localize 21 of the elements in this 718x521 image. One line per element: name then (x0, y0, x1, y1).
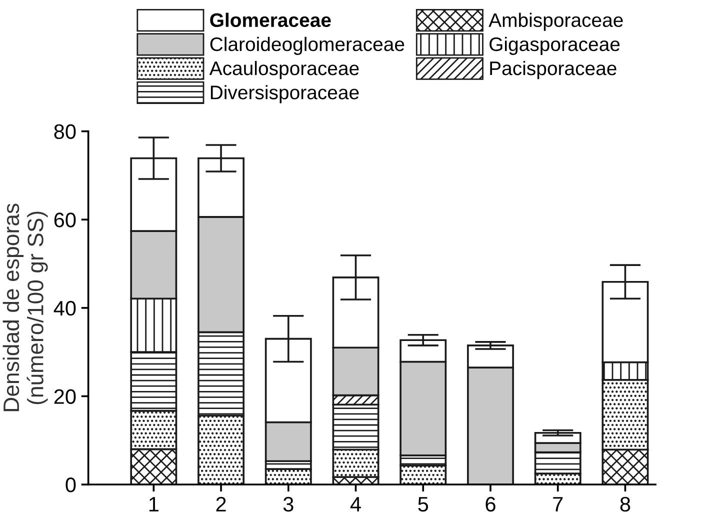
legend-label: Acaulosporaceae (209, 60, 359, 80)
legend-label: Claroideoglomeraceae (210, 36, 404, 55)
x-tick-label: 3 (283, 496, 294, 512)
y-axis-title: Densidad de esporas (número/100 gr SS) (2, 204, 48, 412)
legend-label: Glomeraceae (210, 12, 331, 28)
legend-label: Ambisporaceae (488, 12, 623, 31)
x-tick-label: 4 (350, 497, 361, 512)
x-tick-label: 5 (418, 497, 428, 512)
y-tick-label: 60 (54, 212, 76, 228)
legend-label: Diversisporaceae (210, 85, 359, 104)
legend-label: Pacisporaceae (490, 60, 616, 80)
y-tick-label: 80 (54, 124, 76, 140)
y-tick-label: 20 (54, 389, 76, 404)
legend-label: Gigasporaceae (490, 36, 620, 55)
x-tick-label: 1 (149, 497, 158, 512)
x-tick-label: 8 (620, 496, 630, 512)
x-tick-label: 6 (486, 496, 496, 512)
x-tick-label: 7 (553, 497, 563, 512)
y-tick-label: 0 (66, 478, 76, 492)
y-tick-label: 40 (54, 300, 76, 316)
x-tick-label: 2 (216, 496, 226, 512)
